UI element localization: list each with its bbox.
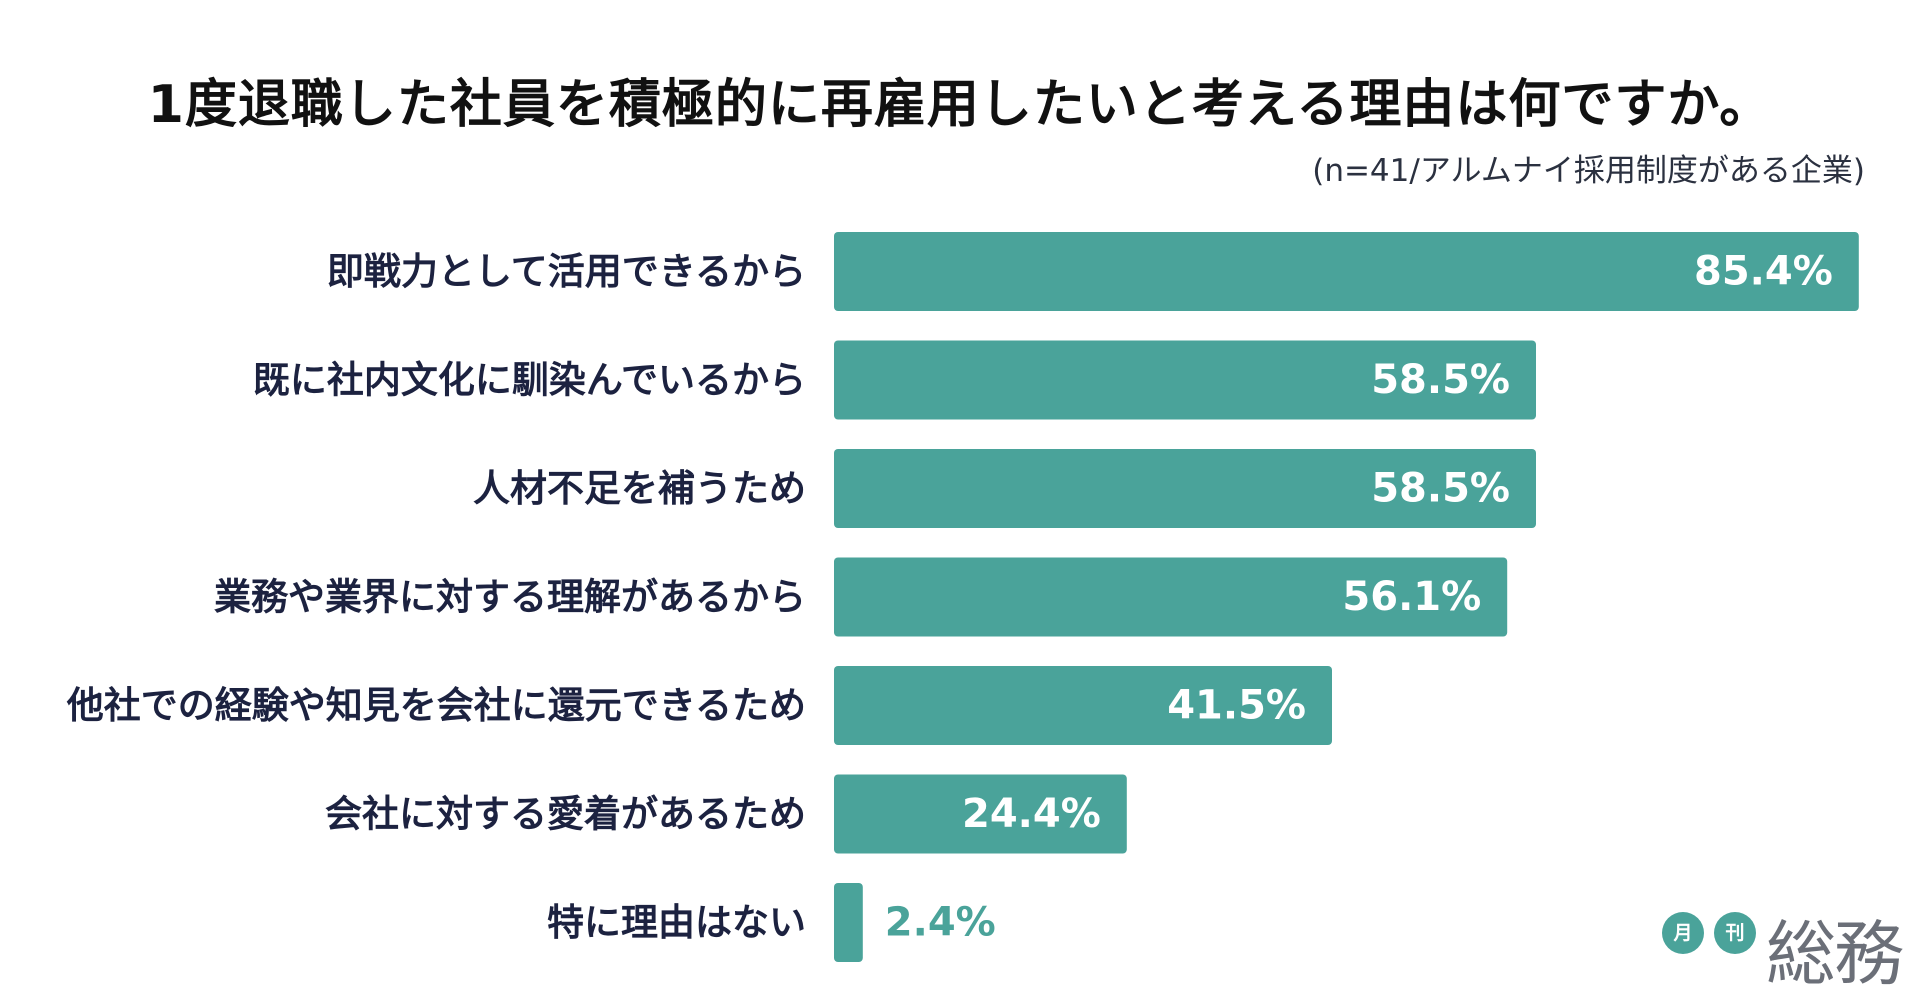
category-label-5: 会社に対する愛着があるため xyxy=(325,793,806,836)
value-label-5: 24.4% xyxy=(962,791,1101,837)
category-label-6: 特に理由はない xyxy=(547,901,806,944)
value-label-6: 2.4% xyxy=(885,900,996,946)
bar-2 xyxy=(834,449,1536,528)
category-label-1: 既に社内文化に馴染んでいるから xyxy=(253,359,806,402)
value-label-2: 58.5% xyxy=(1371,466,1510,512)
chart-subtitle: (n=41/アルムナイ採用制度がある企業) xyxy=(1312,153,1865,189)
value-label-1: 58.5% xyxy=(1371,357,1510,403)
bar-5 xyxy=(834,774,1127,854)
value-label-3: 56.1% xyxy=(1342,574,1481,620)
category-label-0: 即戦力として活用できるから xyxy=(327,250,806,293)
bar-1 xyxy=(834,340,1536,420)
chart-title: 1度退職した社員を積極的に再雇用したいと考える理由は何ですか。 xyxy=(147,75,1773,135)
bar-3 xyxy=(834,557,1508,637)
category-label-2: 人材不足を補うため xyxy=(473,467,806,510)
gekkan-soumu-logo: 月 刊 総務 xyxy=(1662,898,1907,998)
category-label-3: 業務や業界に対する理解があるから xyxy=(214,576,806,619)
category-label-4: 他社での経験や知見を会社に還元できるため xyxy=(66,684,806,727)
bar-0 xyxy=(834,232,1859,311)
bar-4 xyxy=(834,666,1332,745)
value-label-0: 85.4% xyxy=(1694,249,1833,295)
logo-name: 総務 xyxy=(1766,913,1904,995)
bar-6 xyxy=(834,883,863,962)
logo-dot-publication: 刊 xyxy=(1714,912,1756,954)
value-label-4: 41.5% xyxy=(1167,683,1306,729)
logo-dot-month: 月 xyxy=(1662,912,1704,954)
